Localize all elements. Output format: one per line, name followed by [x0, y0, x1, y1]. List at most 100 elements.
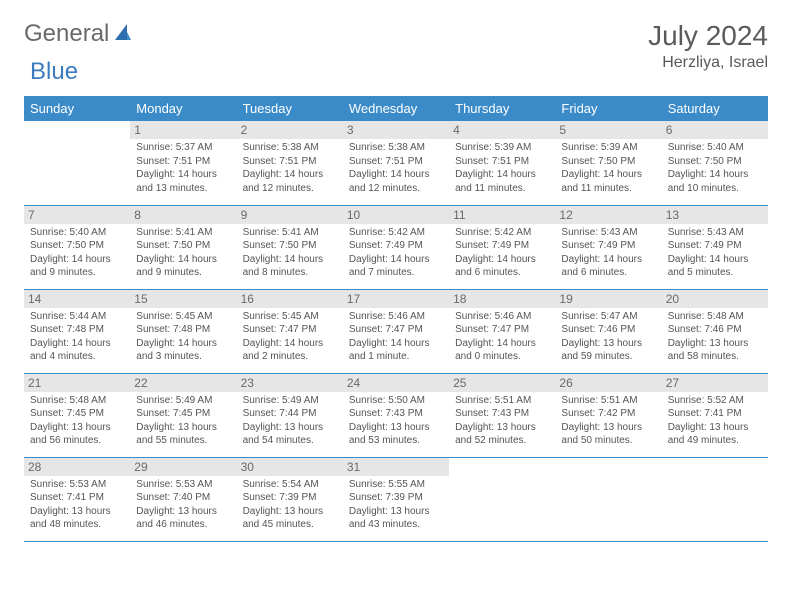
- calendar-day-cell: [662, 457, 768, 541]
- sunset-text: Sunset: 7:51 PM: [455, 155, 549, 169]
- sunset-text: Sunset: 7:50 PM: [668, 155, 762, 169]
- day-number: 22: [130, 374, 236, 392]
- calendar-week-row: 21Sunrise: 5:48 AMSunset: 7:45 PMDayligh…: [24, 373, 768, 457]
- day-number: 29: [130, 458, 236, 476]
- calendar-day-cell: [555, 457, 661, 541]
- sunset-text: Sunset: 7:49 PM: [668, 239, 762, 253]
- calendar-day-cell: 16Sunrise: 5:45 AMSunset: 7:47 PMDayligh…: [237, 289, 343, 373]
- sunset-text: Sunset: 7:40 PM: [136, 491, 230, 505]
- day-number: 7: [24, 206, 130, 224]
- daylight-text: Daylight: 14 hours and 5 minutes.: [668, 253, 762, 280]
- title-block: July 2024 Herzliya, Israel: [648, 20, 768, 72]
- sunrise-text: Sunrise: 5:46 AM: [455, 310, 549, 324]
- sunset-text: Sunset: 7:49 PM: [561, 239, 655, 253]
- sunrise-text: Sunrise: 5:53 AM: [136, 478, 230, 492]
- weekday-header: Thursday: [449, 96, 555, 121]
- sunrise-text: Sunrise: 5:48 AM: [30, 394, 124, 408]
- calendar-day-cell: 14Sunrise: 5:44 AMSunset: 7:48 PMDayligh…: [24, 289, 130, 373]
- day-number: 19: [555, 290, 661, 308]
- weekday-header-row: Sunday Monday Tuesday Wednesday Thursday…: [24, 96, 768, 121]
- daylight-text: Daylight: 13 hours and 45 minutes.: [243, 505, 337, 532]
- day-number: 31: [343, 458, 449, 476]
- calendar-week-row: 1 Sunrise: 5:37 AM Sunset: 7:51 PM Daylight…: [24, 121, 768, 205]
- calendar-day-cell: 19Sunrise: 5:47 AMSunset: 7:46 PMDayligh…: [555, 289, 661, 373]
- daylight-text: Daylight: 14 hours and 4 minutes.: [30, 337, 124, 364]
- calendar-day-cell: 23Sunrise: 5:49 AMSunset: 7:44 PMDayligh…: [237, 373, 343, 457]
- daylight-text: Daylight: 14 hours and 8 minutes.: [243, 253, 337, 280]
- month-title: July 2024: [648, 20, 768, 52]
- sunrise-text: Sunrise: 5:50 AM: [349, 394, 443, 408]
- calendar-day-cell: 29Sunrise: 5:53 AMSunset: 7:40 PMDayligh…: [130, 457, 236, 541]
- sunset-text: Sunset: 7:47 PM: [243, 323, 337, 337]
- calendar-day-cell: 6Sunrise: 5:40 AMSunset: 7:50 PMDaylight…: [662, 121, 768, 205]
- sunrise-text: Sunrise: 5:37 AM: [136, 141, 230, 155]
- sunset-text: Sunset: 7:46 PM: [561, 323, 655, 337]
- logo-text-part1: General: [24, 20, 109, 48]
- weekday-header: Sunday: [24, 96, 130, 121]
- daylight-text: Daylight: 14 hours and 10 minutes.: [668, 168, 762, 195]
- calendar-week-row: 7Sunrise: 5:40 AMSunset: 7:50 PMDaylight…: [24, 205, 768, 289]
- calendar-day-cell: 20Sunrise: 5:48 AMSunset: 7:46 PMDayligh…: [662, 289, 768, 373]
- sunrise-text: Sunrise: 5:39 AM: [561, 141, 655, 155]
- calendar-day-cell: 31Sunrise: 5:55 AMSunset: 7:39 PMDayligh…: [343, 457, 449, 541]
- calendar-day-cell: 28Sunrise: 5:53 AMSunset: 7:41 PMDayligh…: [24, 457, 130, 541]
- sunset-text: Sunset: 7:46 PM: [668, 323, 762, 337]
- daylight-text: Daylight: 13 hours and 59 minutes.: [561, 337, 655, 364]
- calendar-day-cell: 2Sunrise: 5:38 AMSunset: 7:51 PMDaylight…: [237, 121, 343, 205]
- day-number: 11: [449, 206, 555, 224]
- day-number: 4: [449, 121, 555, 139]
- sunrise-text: Sunrise: 5:49 AM: [136, 394, 230, 408]
- calendar-day-cell: 3Sunrise: 5:38 AMSunset: 7:51 PMDaylight…: [343, 121, 449, 205]
- day-number: 3: [343, 121, 449, 139]
- sunset-text: Sunset: 7:49 PM: [455, 239, 549, 253]
- day-number: 1: [130, 121, 236, 139]
- calendar-day-cell: 27Sunrise: 5:52 AMSunset: 7:41 PMDayligh…: [662, 373, 768, 457]
- day-number: 21: [24, 374, 130, 392]
- sunrise-text: Sunrise: 5:43 AM: [668, 226, 762, 240]
- sunset-text: Sunset: 7:51 PM: [349, 155, 443, 169]
- sunrise-text: Sunrise: 5:52 AM: [668, 394, 762, 408]
- calendar-day-cell: 4Sunrise: 5:39 AMSunset: 7:51 PMDaylight…: [449, 121, 555, 205]
- sunset-text: Sunset: 7:41 PM: [30, 491, 124, 505]
- sunset-text: Sunset: 7:45 PM: [30, 407, 124, 421]
- logo-text-part2: Blue: [30, 58, 78, 86]
- calendar-day-cell: 7Sunrise: 5:40 AMSunset: 7:50 PMDaylight…: [24, 205, 130, 289]
- daylight-text: Daylight: 14 hours and 9 minutes.: [136, 253, 230, 280]
- sunrise-text: Sunrise: 5:44 AM: [30, 310, 124, 324]
- weekday-header: Saturday: [662, 96, 768, 121]
- calendar-day-cell: 13 Sunrise: 5:43 AMSunset: 7:49 PMDayligh…: [662, 205, 768, 289]
- day-number: 10: [343, 206, 449, 224]
- calendar-week-row: 28Sunrise: 5:53 AMSunset: 7:41 PMDayligh…: [24, 457, 768, 541]
- day-number: 13: [662, 206, 768, 224]
- sunrise-text: Sunrise: 5:38 AM: [243, 141, 337, 155]
- calendar-table: Sunday Monday Tuesday Wednesday Thursday…: [24, 96, 768, 542]
- daylight-text: Daylight: 14 hours and 12 minutes.: [243, 168, 337, 195]
- sunset-text: Sunset: 7:43 PM: [349, 407, 443, 421]
- sunrise-text: Sunrise: 5:38 AM: [349, 141, 443, 155]
- day-number: 5: [555, 121, 661, 139]
- calendar-body: 1 Sunrise: 5:37 AM Sunset: 7:51 PM Daylight…: [24, 121, 768, 541]
- sunset-text: Sunset: 7:44 PM: [243, 407, 337, 421]
- day-number: 8: [130, 206, 236, 224]
- sunrise-text: Sunrise: 5:41 AM: [136, 226, 230, 240]
- sunrise-text: Sunrise: 5:40 AM: [668, 141, 762, 155]
- calendar-day-cell: 5Sunrise: 5:39 AMSunset: 7:50 PMDaylight…: [555, 121, 661, 205]
- sunrise-text: Sunrise: 5:51 AM: [455, 394, 549, 408]
- sunrise-text: Sunrise: 5:49 AM: [243, 394, 337, 408]
- day-number: 15: [130, 290, 236, 308]
- weekday-header: Friday: [555, 96, 661, 121]
- day-number: 24: [343, 374, 449, 392]
- weekday-header: Monday: [130, 96, 236, 121]
- calendar-day-cell: 12Sunrise: 5:43 AMSunset: 7:49 PMDayligh…: [555, 205, 661, 289]
- sunrise-text: Sunrise: 5:48 AM: [668, 310, 762, 324]
- sunset-text: Sunset: 7:50 PM: [243, 239, 337, 253]
- daylight-text: Daylight: 14 hours and 13 minutes.: [136, 168, 230, 195]
- sunset-text: Sunset: 7:49 PM: [349, 239, 443, 253]
- logo-sail-icon: [113, 22, 133, 47]
- sunrise-text: Sunrise: 5:43 AM: [561, 226, 655, 240]
- daylight-text: Daylight: 13 hours and 43 minutes.: [349, 505, 443, 532]
- location: Herzliya, Israel: [648, 54, 768, 72]
- daylight-text: Daylight: 14 hours and 3 minutes.: [136, 337, 230, 364]
- logo: General: [24, 20, 135, 48]
- calendar-week-row: 14Sunrise: 5:44 AMSunset: 7:48 PMDayligh…: [24, 289, 768, 373]
